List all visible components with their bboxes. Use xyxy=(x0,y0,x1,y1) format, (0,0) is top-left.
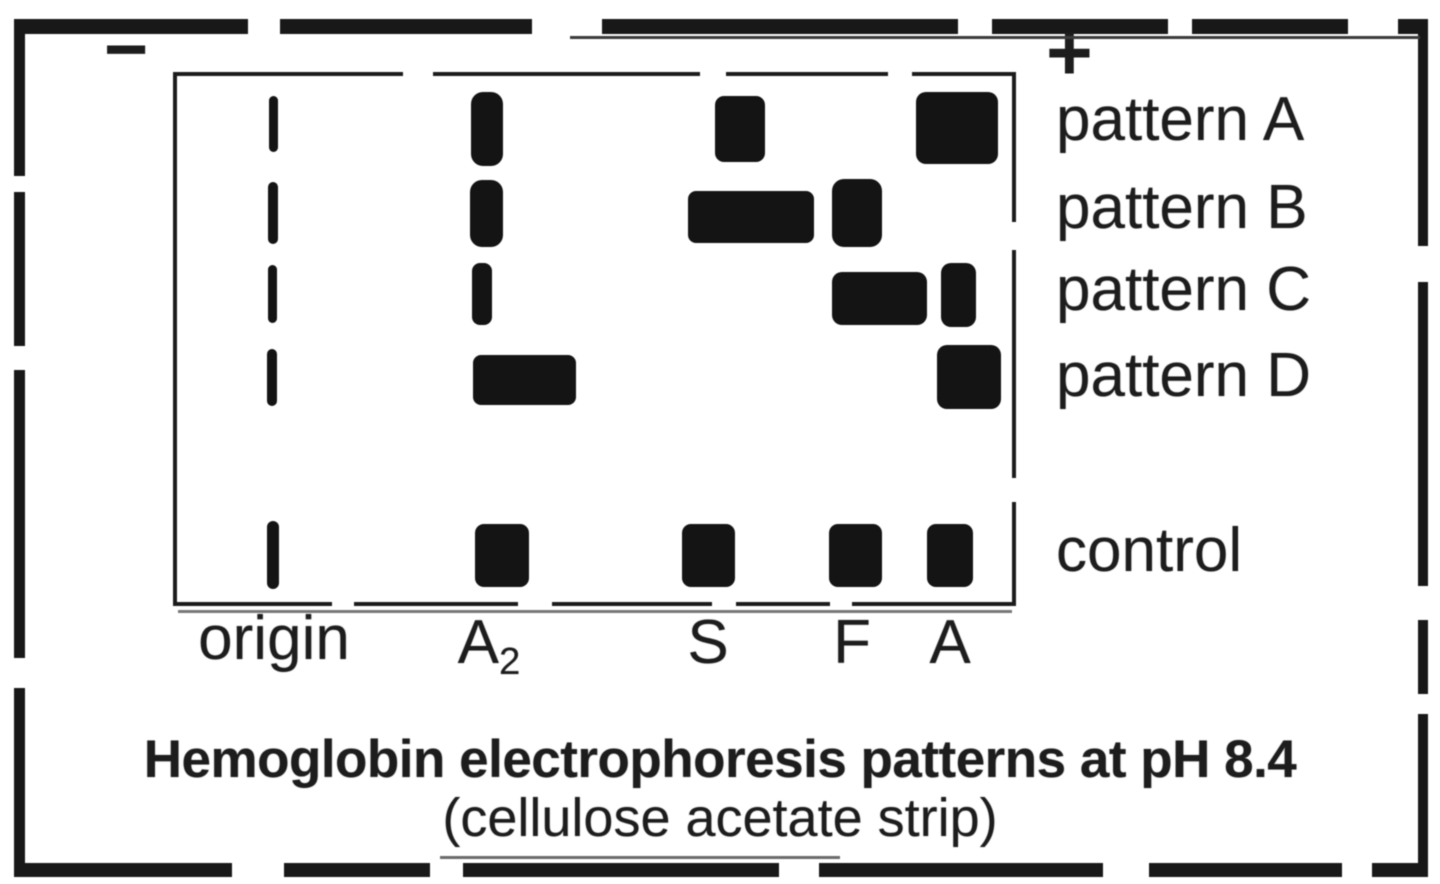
col-label-f: F xyxy=(833,608,871,677)
scan-line-artifact xyxy=(440,856,840,859)
band-pattern-c-a xyxy=(941,263,976,327)
border-gap xyxy=(712,599,736,609)
border-gap xyxy=(232,861,284,879)
band-control-origin xyxy=(267,521,279,589)
band-pattern-b-f xyxy=(832,179,882,247)
band-pattern-a-a xyxy=(916,92,998,164)
col-label-origin: origin xyxy=(198,604,350,673)
band-pattern-a-origin xyxy=(269,96,278,152)
border-gap xyxy=(830,599,852,609)
band-pattern-b-a2 xyxy=(470,180,503,247)
border-gap xyxy=(1342,861,1372,879)
border-gap xyxy=(700,70,726,79)
strip-rectangle xyxy=(173,72,1016,606)
border-gap xyxy=(430,861,463,879)
row-label-pattern-d: pattern D xyxy=(1056,341,1312,410)
band-pattern-b-s-f xyxy=(688,191,814,243)
band-pattern-c-f xyxy=(832,272,927,325)
border-gap xyxy=(1168,16,1192,37)
scan-line-artifact xyxy=(178,610,1012,613)
border-gap xyxy=(518,599,552,609)
band-pattern-c-origin xyxy=(268,265,277,323)
col-label-s: S xyxy=(687,608,729,677)
col-label-a2-base: A xyxy=(457,608,499,677)
border-gap xyxy=(12,176,27,192)
row-label-pattern-a: pattern A xyxy=(1056,85,1305,154)
band-control-f xyxy=(829,524,882,587)
band-pattern-a-a2 xyxy=(471,92,503,166)
band-control-a xyxy=(927,524,973,587)
scan-line-artifact xyxy=(570,36,1420,39)
border-gap xyxy=(1348,16,1398,37)
band-control-s xyxy=(682,524,735,587)
band-pattern-d-a2 xyxy=(473,355,576,405)
row-label-control: control xyxy=(1056,516,1243,585)
plus-sign: + xyxy=(1046,8,1093,97)
border-gap xyxy=(332,599,354,609)
border-gap xyxy=(1415,246,1430,282)
border-gap xyxy=(248,16,280,37)
border-gap xyxy=(958,16,992,37)
band-pattern-d-a xyxy=(937,345,1001,409)
border-gap xyxy=(1010,222,1018,250)
band-control-a2 xyxy=(475,524,529,587)
border-gap xyxy=(403,70,433,79)
border-gap xyxy=(1103,861,1149,879)
border-gap xyxy=(779,861,819,879)
border-gap xyxy=(1415,694,1430,714)
band-pattern-a-s xyxy=(715,96,765,162)
figure-title: Hemoglobin electrophoresis patterns at p… xyxy=(143,730,1297,789)
col-label-a: A xyxy=(929,608,971,677)
figure-subtitle: (cellulose acetate strip) xyxy=(442,788,998,848)
border-gap xyxy=(888,70,912,79)
border-gap xyxy=(12,658,27,688)
row-label-pattern-b: pattern B xyxy=(1056,173,1308,242)
band-pattern-b-origin xyxy=(268,182,278,244)
border-gap xyxy=(12,346,27,370)
minus-sign: − xyxy=(104,7,149,92)
border-gap xyxy=(532,16,602,37)
outer-border xyxy=(14,19,1428,877)
row-label-pattern-c: pattern C xyxy=(1056,255,1312,324)
border-gap xyxy=(1010,478,1018,502)
col-label-a2-subscript: 2 xyxy=(498,639,521,683)
band-pattern-d-origin xyxy=(267,349,277,406)
border-gap xyxy=(1415,586,1430,620)
col-label-a2: A2 xyxy=(458,612,521,681)
band-pattern-c-a2 xyxy=(472,263,492,325)
